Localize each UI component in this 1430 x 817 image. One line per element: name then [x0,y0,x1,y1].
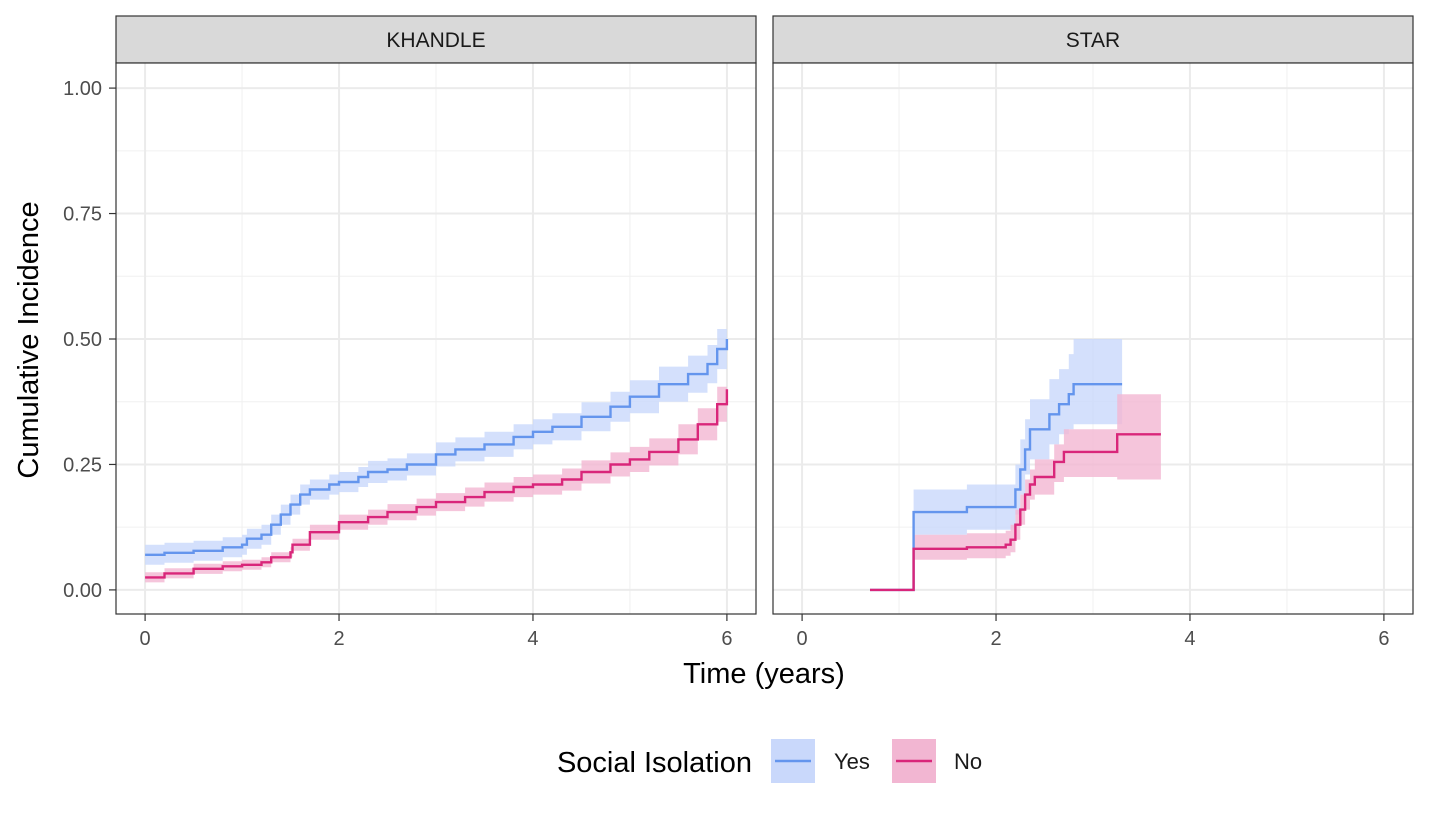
legend-entry-no: No [892,739,982,783]
panel-star: STAR 0 2 4 6 [772,15,1414,650]
legend-title: Social Isolation [557,747,752,779]
confidence-band-no [145,369,727,583]
gridlines [116,63,756,614]
x-tick-label: 6 [721,628,732,650]
incidence-line-no [870,433,1161,592]
x-tick-label: 0 [797,628,808,650]
legend: Social Isolation Yes No [557,739,982,783]
x-tick-label: 6 [1378,628,1389,650]
series-layer [145,311,729,583]
confidence-band-no [870,394,1161,590]
legend-entries: Yes No [771,739,982,783]
x-tick-label: 2 [333,628,344,650]
y-axis-title: Cumulative Incidence [13,201,45,478]
x-axis-title: Time (years) [683,658,845,690]
panel-khandle: KHANDLE 0 2 4 6 0.00 0.25 0.50 0.75 1.00 [63,15,757,650]
facet-strip [772,15,1414,64]
x-tick-label: 4 [1184,628,1195,650]
x-axis: 0 2 4 6 [140,614,732,650]
facet-strip-label: STAR [1066,29,1120,52]
y-tick-label: 0.25 [63,454,102,476]
facet-panels: KHANDLE 0 2 4 6 0.00 0.25 0.50 0.75 1.00 STAR 0 2 4 6 [63,15,1414,650]
panel-border [772,62,1414,615]
confidence-band-yes [870,339,1123,590]
legend-entry-yes: Yes [771,739,870,783]
y-tick-label: 0.50 [63,329,102,351]
x-tick-label: 2 [990,628,1001,650]
series-layer [870,339,1161,592]
x-tick-label: 0 [140,628,151,650]
y-axis: 0.00 0.25 0.50 0.75 1.00 [63,78,116,602]
legend-label: No [954,749,982,774]
y-tick-label: 1.00 [63,78,102,100]
legend-label: Yes [834,749,870,774]
incidence-line-yes [870,383,1123,592]
y-tick-label: 0.00 [63,580,102,602]
incidence-line-no [145,389,729,579]
incidence-line-yes [145,339,729,556]
facet-strip-label: KHANDLE [386,29,485,52]
x-tick-label: 4 [527,628,538,650]
confidence-band-yes [145,311,727,565]
x-axis: 0 2 4 6 [797,614,1389,650]
y-tick-label: 0.75 [63,204,102,226]
facet-strip [115,15,757,64]
